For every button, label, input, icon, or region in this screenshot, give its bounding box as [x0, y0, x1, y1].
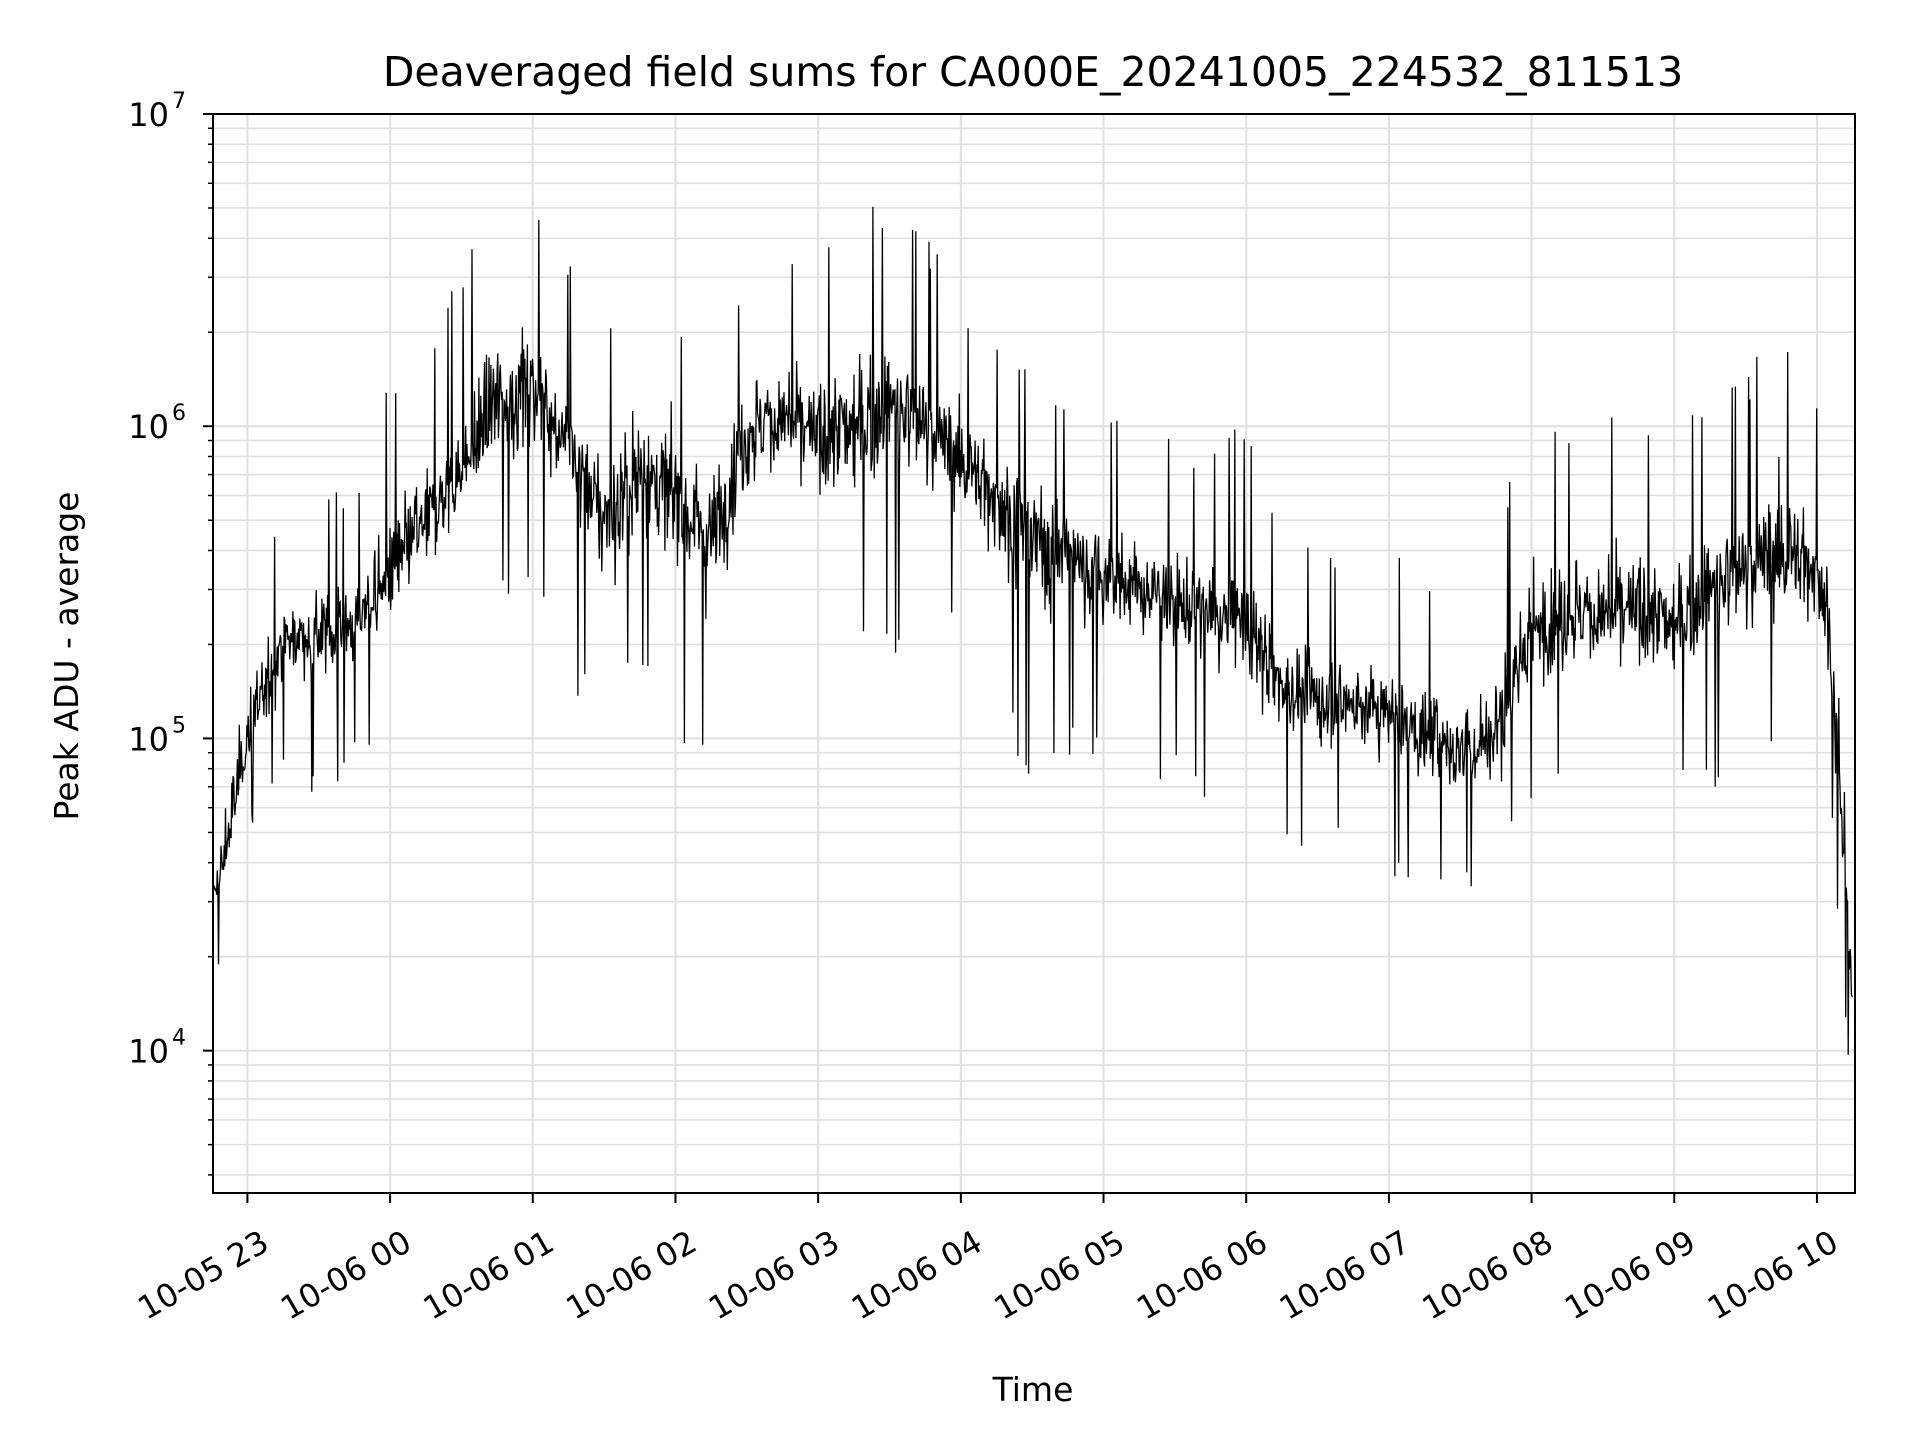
y-tick-base: 10 — [128, 408, 169, 446]
x-tick-label: 10-06 09 — [1558, 1223, 1702, 1328]
y-tick-exponent: 7 — [172, 89, 186, 114]
y-tick-label: 10 5 — [128, 713, 186, 758]
y-tick-exponent: 4 — [172, 1026, 186, 1051]
x-tick-label: 10-06 00 — [274, 1223, 418, 1328]
x-tick-label: 10-06 08 — [1416, 1223, 1560, 1328]
y-tick-exponent: 6 — [172, 401, 186, 426]
grid — [213, 113, 1855, 1193]
y-tick-base: 10 — [128, 96, 169, 134]
y-tick-label: 10 7 — [128, 89, 186, 134]
y-axis-label: Peak ADU - average — [47, 492, 86, 821]
axes — [212, 113, 1856, 1194]
x-tick-label: 10-06 02 — [559, 1223, 703, 1328]
x-tick-label: 10-06 01 — [417, 1223, 561, 1328]
chart-title: Deaveraged field sums for CA000E_2024100… — [383, 48, 1683, 96]
x-tick-label: 10-06 04 — [845, 1223, 989, 1328]
x-tick-label: 10-06 07 — [1273, 1223, 1417, 1328]
series-line-group — [213, 206, 1854, 1055]
x-tick-label: 10-06 05 — [988, 1223, 1132, 1328]
x-tick-label: 10-06 06 — [1130, 1223, 1274, 1328]
x-tick-label: 10-05 23 — [131, 1223, 275, 1328]
y-tick-label: 10 6 — [128, 401, 186, 446]
series-line — [213, 206, 1854, 1055]
x-axis-ticks: 10-05 23 10-06 00 10-06 01 10-06 02 10-06 03… — [131, 1193, 1845, 1328]
plot-frame — [212, 113, 1856, 1194]
x-tick-label: 10-06 10 — [1701, 1223, 1845, 1328]
y-tick-label: 10 4 — [128, 1026, 186, 1071]
y-tick-base: 10 — [128, 720, 169, 758]
x-axis-label: Time — [992, 1370, 1074, 1409]
y-tick-exponent: 5 — [172, 713, 186, 738]
x-tick-label: 10-06 03 — [702, 1223, 846, 1328]
y-tick-base: 10 — [128, 1033, 169, 1071]
